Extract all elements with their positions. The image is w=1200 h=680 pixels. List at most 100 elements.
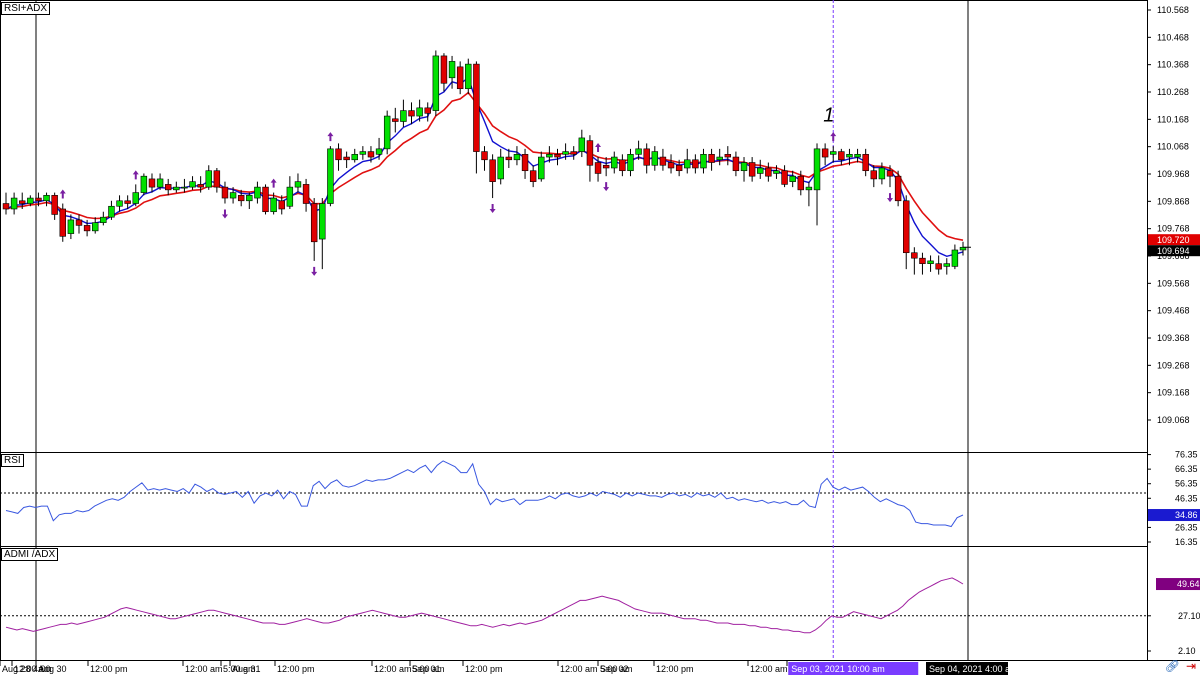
candle — [440, 53, 448, 92]
candle — [2, 192, 10, 215]
price-tick-label: 109.268 — [1157, 360, 1190, 370]
candle-body — [489, 159, 496, 182]
candle — [708, 148, 715, 171]
candle-body — [432, 55, 440, 111]
candle-body — [594, 162, 602, 174]
candle — [748, 157, 756, 182]
candle-body — [465, 63, 472, 90]
price-tick-label: 109.168 — [1157, 388, 1190, 398]
rsi-value-badge — [1148, 509, 1200, 522]
candle-body — [254, 186, 261, 199]
candle — [408, 102, 415, 125]
candle-body — [765, 167, 772, 177]
candle — [489, 154, 496, 199]
price-tick-label: 109.768 — [1157, 224, 1190, 234]
candle-body — [846, 154, 853, 158]
price-tick-label: 109.568 — [1157, 278, 1190, 288]
candle-body — [813, 148, 821, 191]
scroll-right-icon[interactable]: ⇥ — [1185, 659, 1196, 673]
price-tick-label: 109.868 — [1157, 196, 1190, 206]
candle-body — [189, 181, 196, 188]
price-badge-ema — [1148, 234, 1200, 246]
candle — [951, 244, 959, 270]
candle-body — [854, 154, 861, 158]
candle — [10, 192, 18, 215]
candle — [189, 176, 196, 190]
candle — [659, 148, 667, 171]
candle — [562, 143, 569, 160]
time-tick-label: 12:00 pm — [465, 664, 503, 674]
candle-body — [497, 156, 504, 180]
candle — [270, 192, 277, 215]
candle — [424, 102, 431, 122]
time-tick-label: Aug 28 4:00 — [2, 664, 51, 674]
link-icon[interactable]: 🔗︎ — [1164, 659, 1180, 673]
cursor-time-label-1: Sep 03, 2021 10:00 am — [791, 664, 885, 674]
adx-tick-label: 2.10 — [1178, 646, 1196, 656]
candle — [570, 146, 577, 160]
candle-body — [456, 66, 464, 90]
candle — [903, 195, 910, 270]
candle-body — [27, 197, 34, 204]
candle-body — [181, 186, 188, 189]
candle — [529, 165, 537, 188]
buy-signal-arrow — [132, 170, 139, 180]
candle — [456, 61, 464, 95]
candle — [943, 258, 950, 275]
candle — [481, 146, 488, 171]
candle — [886, 165, 894, 188]
candle-body — [838, 151, 845, 161]
time-tick-label: 12:00 pm — [90, 664, 128, 674]
price-tick-label: 110.368 — [1157, 60, 1189, 70]
candle-body — [148, 178, 156, 188]
candle-body — [935, 263, 942, 270]
candle — [229, 187, 237, 204]
candle — [367, 146, 375, 163]
candle-body — [886, 170, 894, 177]
candle-body — [748, 162, 756, 177]
candle — [237, 189, 245, 207]
time-tick-label: 12:00 am — [185, 664, 223, 674]
marker-label: 1 — [823, 105, 834, 127]
candle — [383, 110, 391, 155]
sell-signal-arrow — [603, 182, 610, 192]
candle — [700, 148, 707, 174]
candle — [894, 170, 902, 207]
candle — [878, 162, 886, 185]
time-tick-label: 12:00 pm — [656, 664, 694, 674]
candle — [797, 170, 805, 196]
candle — [732, 151, 740, 177]
candle-body — [327, 148, 334, 204]
price-tick-label: 109.368 — [1157, 333, 1190, 343]
adx-pane-label: ADMI /ADX — [1, 548, 59, 561]
candle-body — [302, 184, 310, 204]
candle-body — [448, 61, 456, 79]
candle-body — [270, 197, 277, 213]
candle — [278, 195, 285, 215]
candle-body — [570, 151, 577, 155]
candle-body — [578, 137, 586, 152]
adx-value-badge-label: 49.64 — [1177, 579, 1200, 589]
candle — [538, 151, 545, 182]
price-tick-label: 109.968 — [1157, 169, 1190, 179]
candle — [51, 192, 58, 220]
candle — [554, 148, 561, 166]
candle-body — [124, 200, 131, 204]
candle — [651, 146, 659, 171]
candle — [521, 148, 529, 179]
candle — [432, 50, 440, 117]
candle-body — [943, 263, 950, 267]
candle — [830, 146, 837, 163]
candle-body — [116, 200, 123, 207]
candle — [675, 159, 683, 177]
cursor-time-badge-2 — [926, 662, 1008, 675]
candle-body — [878, 167, 886, 180]
buy-signal-arrow — [59, 189, 66, 199]
candle — [635, 140, 642, 160]
candle — [197, 176, 204, 193]
candle-body — [675, 164, 683, 172]
candle-body — [473, 63, 480, 152]
time-tick-label: 5:00 am — [223, 664, 256, 674]
